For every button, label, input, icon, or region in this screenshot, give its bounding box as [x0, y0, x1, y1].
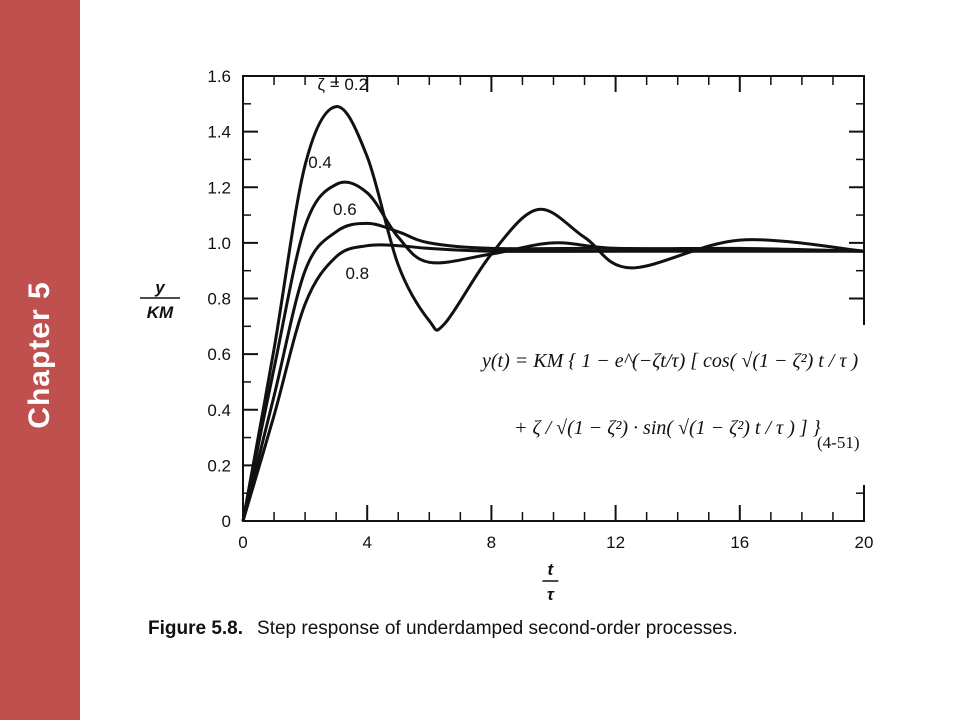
- y-tick-label: 1.6: [207, 67, 231, 86]
- y-tick-label: 1.2: [207, 178, 231, 197]
- formula-line-1: y(t) = KM { 1 − e^(−ζt/τ) [ cos( √(1 − ζ…: [482, 350, 859, 372]
- x-tick-label: 20: [855, 533, 874, 552]
- formula-line-2: + ζ / √(1 − ζ²) · sin( √(1 − ζ²) t / τ )…: [514, 417, 821, 439]
- sidebar: Chapter 5: [0, 0, 80, 720]
- figure-number: Figure 5.8.: [148, 618, 244, 639]
- y-tick-label: 1.4: [207, 123, 231, 142]
- y-axis-label-denominator: KM: [147, 303, 174, 322]
- x-tick-label: 12: [606, 533, 625, 552]
- y-tick-label: 0.4: [207, 401, 231, 420]
- tick-labels: 0 0.2 0.4 0.6 0.8 1.0 1.2 1.4 1.6 0 4 8 12 16 20: [207, 67, 873, 552]
- x-tick-label: 4: [362, 533, 371, 552]
- series-label: 0.6: [333, 200, 357, 219]
- y-tick-label: 0: [222, 512, 231, 531]
- equation-number: (4-51): [817, 433, 860, 452]
- x-axis-label-numerator: t: [548, 560, 555, 579]
- series-line-zeta-0-2: [241, 105, 865, 522]
- chart-curves: [241, 105, 865, 522]
- series-line-zeta-0-8: [241, 243, 864, 522]
- y-tick-label: 0.8: [207, 290, 231, 309]
- x-axis-label-denominator: τ: [547, 585, 555, 604]
- series-label: ζ = 0.2: [318, 75, 369, 94]
- x-tick-label: 16: [730, 533, 749, 552]
- caption-text: Step response of underdamped second-orde…: [257, 618, 738, 639]
- plot-frame: [242, 75, 865, 522]
- x-tick-label: 8: [487, 533, 496, 552]
- series-line-zeta-0-6: [241, 221, 865, 522]
- y-axis-label-numerator: y: [154, 278, 166, 297]
- figure-caption: Figure 5.8. Step response of underdamped …: [148, 618, 738, 640]
- y-tick-label: 0.6: [207, 345, 231, 364]
- y-axis-label: y KM: [140, 278, 180, 322]
- y-tick-label: 0.2: [207, 456, 231, 475]
- formula-box: y(t) = KM { 1 − e^(−ζt/τ) [ cos( √(1 − ζ…: [462, 325, 867, 485]
- x-tick-label: 0: [238, 533, 247, 552]
- x-axis-label: t τ: [542, 560, 559, 604]
- series-label: 0.4: [308, 153, 332, 172]
- series-label: 0.8: [345, 264, 369, 283]
- series-labels: ζ = 0.2 0.4 0.6 0.8: [308, 75, 369, 283]
- y-tick-label: 1.0: [207, 234, 231, 253]
